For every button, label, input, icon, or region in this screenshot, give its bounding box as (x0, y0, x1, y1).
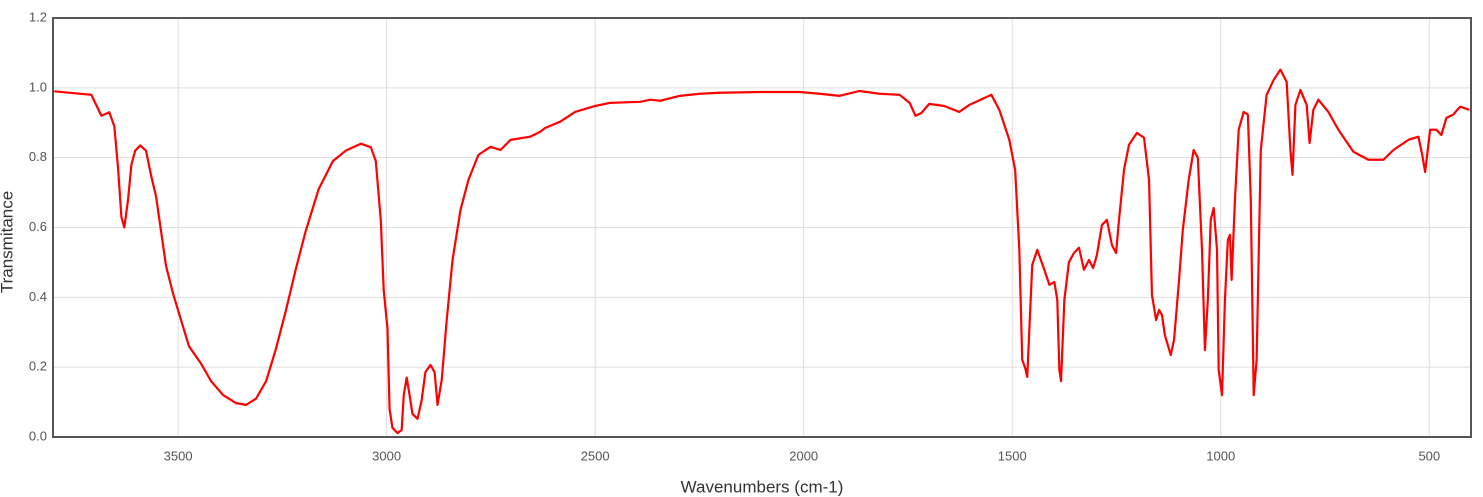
plot-border (52, 17, 1472, 438)
y-tick-label: 0.8 (29, 149, 47, 164)
x-axis-label: Wavenumbers (cm-1) (681, 477, 844, 496)
y-tick-label: 0.6 (29, 219, 47, 234)
x-tick-label: 500 (1418, 448, 1440, 463)
x-tick-label: 1000 (1206, 448, 1235, 463)
x-tick-label: 2000 (789, 448, 818, 463)
x-tick-label: 3000 (372, 448, 401, 463)
y-tick-label: 0.4 (29, 289, 47, 304)
x-tick-label: 1500 (998, 448, 1027, 463)
y-tick-label: 0.0 (29, 428, 47, 443)
y-axis-label: Transmitance (0, 191, 16, 293)
y-tick-label: 1.2 (29, 9, 47, 24)
x-tick-label: 3500 (164, 448, 193, 463)
y-tick-label: 1.0 (29, 79, 47, 94)
y-tick-label: 0.2 (29, 359, 47, 374)
spectrum-line (54, 68, 1470, 435)
x-tick-label: 2500 (581, 448, 610, 463)
